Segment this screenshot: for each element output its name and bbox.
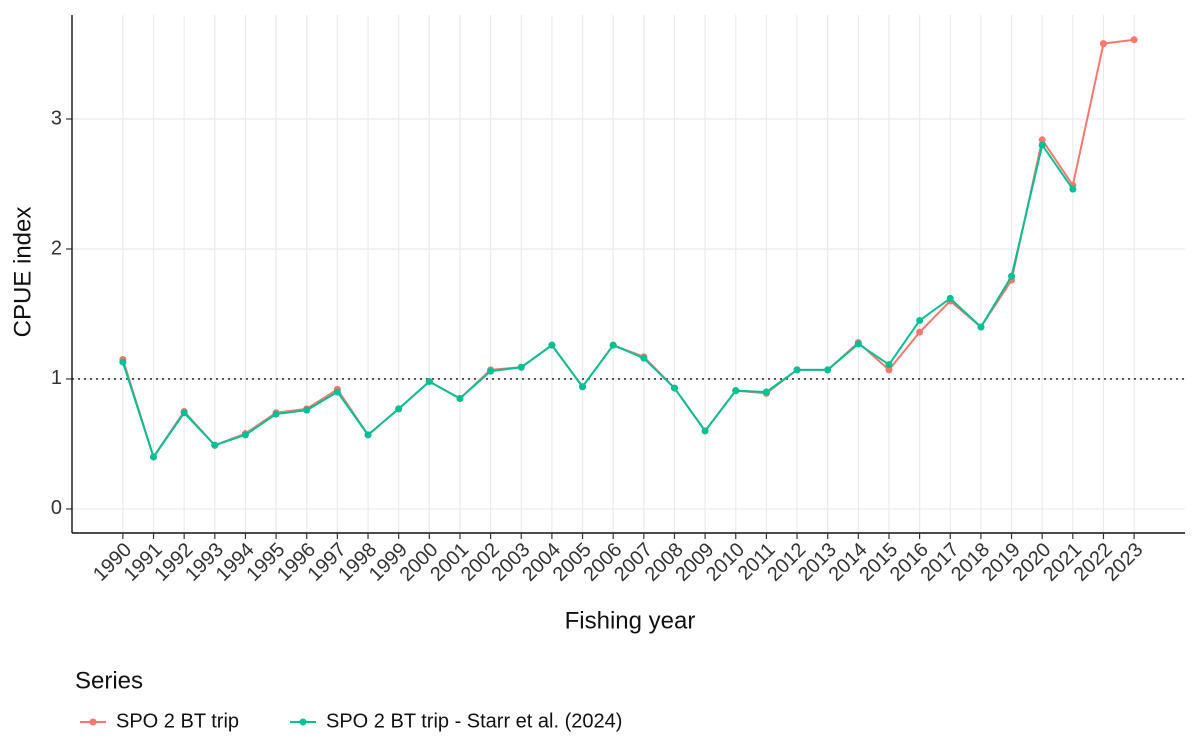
data-point (854, 340, 862, 348)
data-point (1130, 36, 1138, 44)
data-point (579, 383, 587, 391)
data-point (701, 427, 709, 435)
data-point (395, 405, 403, 413)
legend-label: SPO 2 BT trip - Starr et al. (2024) (326, 710, 622, 732)
data-point (487, 367, 495, 375)
data-point (1038, 141, 1046, 149)
data-point (977, 323, 985, 331)
data-point (916, 316, 924, 324)
data-point (272, 410, 280, 418)
data-point (793, 366, 801, 374)
y-tick-label: 2 (51, 237, 62, 259)
y-axis-title: CPUE index (9, 207, 36, 338)
y-tick-label: 0 (51, 497, 62, 519)
data-point (150, 453, 158, 461)
data-point (762, 388, 770, 396)
x-axis-title: Fishing year (565, 607, 696, 634)
data-point (885, 361, 893, 369)
data-point (517, 363, 525, 371)
data-point (119, 358, 127, 366)
data-point (548, 341, 556, 349)
data-point (916, 328, 924, 336)
legend-label: SPO 2 BT trip (116, 710, 239, 732)
y-tick-label: 3 (51, 107, 62, 129)
data-point (211, 441, 219, 449)
data-point (946, 294, 954, 302)
data-point (1099, 40, 1107, 48)
data-point (180, 409, 188, 417)
data-point (1008, 272, 1016, 280)
data-point (640, 354, 648, 362)
legend-marker (89, 718, 97, 726)
series-line (121, 142, 1074, 460)
data-point (1069, 185, 1077, 193)
series-line (121, 38, 1135, 460)
y-tick-label: 1 (51, 367, 62, 389)
data-point (303, 406, 311, 414)
data-point (824, 366, 832, 374)
data-point (1038, 136, 1046, 144)
data-point (670, 384, 678, 392)
data-point (333, 388, 341, 396)
legend-title: Series (75, 667, 143, 694)
data-point (241, 431, 249, 439)
data-point (364, 431, 372, 439)
data-point (885, 366, 893, 374)
data-point (425, 378, 433, 386)
data-point (732, 387, 740, 395)
data-point (456, 394, 464, 402)
data-point (609, 341, 617, 349)
legend-marker (299, 718, 307, 726)
